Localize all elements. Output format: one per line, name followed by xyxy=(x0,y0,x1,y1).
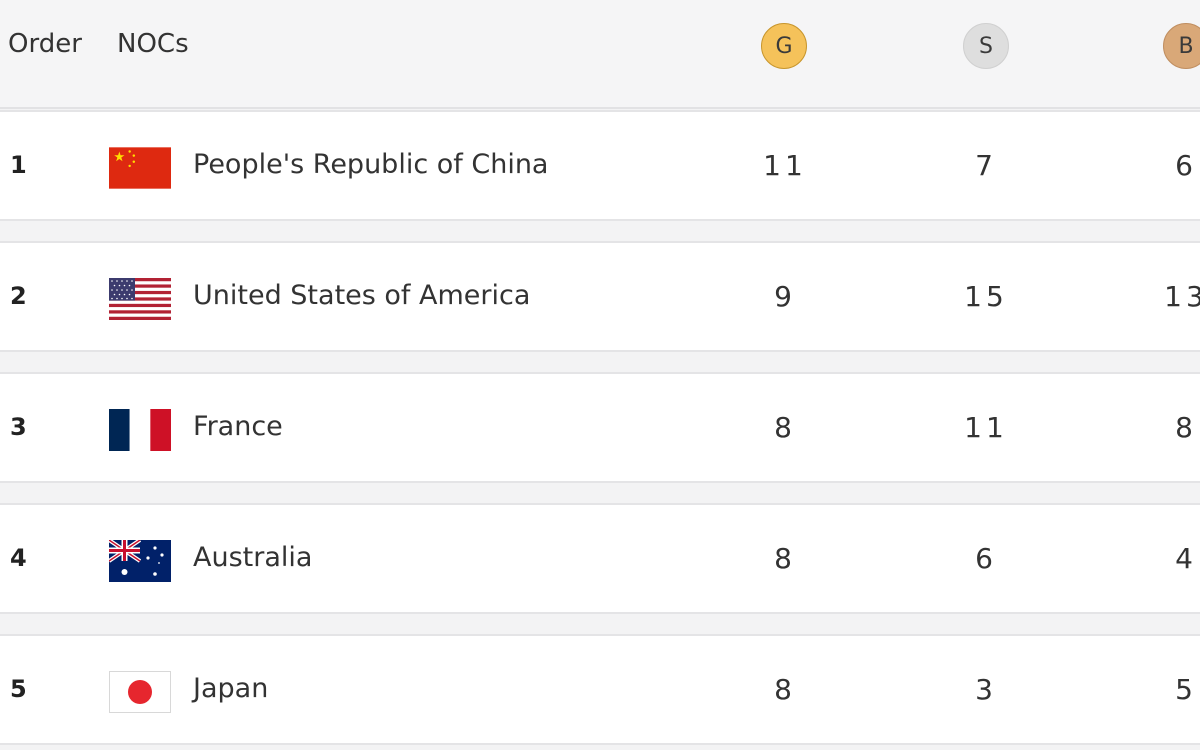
australia-flag-icon xyxy=(109,540,171,582)
usa-flag-icon xyxy=(109,278,171,320)
rank-order: 3 xyxy=(10,413,27,441)
gold-count: 8 xyxy=(774,542,796,575)
noc-name[interactable]: United States of America xyxy=(193,280,531,311)
japan-flag-icon xyxy=(109,671,171,713)
china-flag-icon xyxy=(109,147,171,189)
silver-count: 11 xyxy=(964,411,1008,444)
bronze-count: 5 xyxy=(1175,673,1197,706)
france-flag-icon xyxy=(109,409,171,451)
nocs-column-header[interactable]: NOCs xyxy=(117,29,189,59)
noc-name[interactable]: France xyxy=(193,411,283,442)
rank-order: 2 xyxy=(10,282,27,310)
silver-count: 7 xyxy=(975,149,997,182)
bronze-medal-label: B xyxy=(1178,33,1194,59)
table-header: Order NOCs G S B xyxy=(0,0,1200,109)
bronze-count: 4 xyxy=(1175,542,1197,575)
silver-count: 15 xyxy=(964,280,1008,313)
silver-medal-label: S xyxy=(979,33,993,59)
gold-count: 9 xyxy=(774,280,796,313)
bronze-count: 13 xyxy=(1164,280,1200,313)
rank-order: 5 xyxy=(10,675,27,703)
table-row[interactable]: 2 United States of xyxy=(0,241,1200,352)
table-row[interactable]: 5 Japan 8 3 5 xyxy=(0,634,1200,745)
order-column-header[interactable]: Order xyxy=(8,29,82,59)
bronze-count: 8 xyxy=(1175,411,1197,444)
table-row[interactable]: 3 France 8 11 8 xyxy=(0,372,1200,483)
noc-name[interactable]: People's Republic of China xyxy=(193,149,549,180)
noc-name[interactable]: Japan xyxy=(193,673,269,704)
gold-medal-column-header[interactable]: G xyxy=(761,23,807,69)
noc-name[interactable]: Australia xyxy=(193,542,313,573)
table-row[interactable]: 4 xyxy=(0,503,1200,614)
gold-count: 8 xyxy=(774,673,796,706)
gold-medal-label: G xyxy=(775,33,793,59)
bronze-medal-column-header[interactable]: B xyxy=(1163,23,1200,69)
silver-medal-column-header[interactable]: S xyxy=(963,23,1009,69)
gold-count: 8 xyxy=(774,411,796,444)
silver-count: 6 xyxy=(975,542,997,575)
bronze-count: 6 xyxy=(1175,149,1197,182)
gold-count: 11 xyxy=(763,149,807,182)
rank-order: 4 xyxy=(10,544,27,572)
table-row[interactable]: 1 People's Republic of China 11 7 6 xyxy=(0,110,1200,221)
silver-count: 3 xyxy=(975,673,997,706)
rank-order: 1 xyxy=(10,151,27,179)
